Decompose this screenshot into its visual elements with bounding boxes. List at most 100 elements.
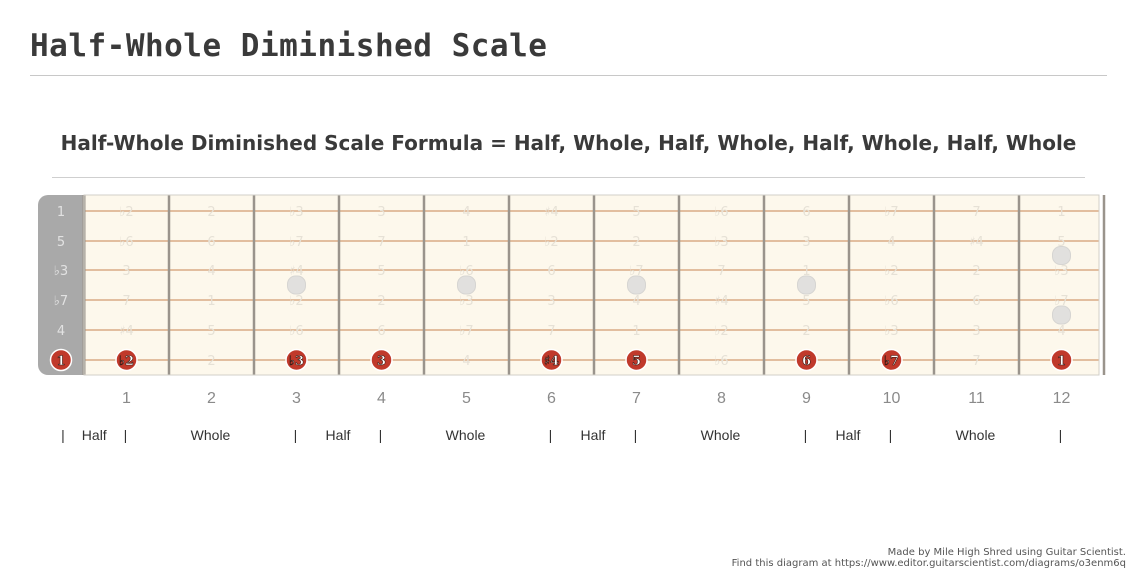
note-label: ♭2: [714, 324, 728, 339]
note-label: 4: [632, 294, 640, 309]
note-label: 3: [547, 294, 555, 309]
note-label: 5: [632, 205, 640, 220]
formula-title: Half-Whole Diminished Scale Formula = Ha…: [60, 131, 1077, 155]
note-label: ♯4: [119, 324, 134, 339]
note-label: 7: [972, 354, 980, 369]
note-label: 3: [802, 235, 810, 250]
scale-note-dot: [49, 348, 73, 372]
note-label: 3: [377, 205, 385, 220]
interval-label: Whole: [956, 427, 996, 443]
note-label: 2: [207, 205, 215, 220]
scale-note-dot: [880, 348, 903, 372]
scale-note-label: 5: [632, 354, 641, 369]
note-label: 4: [207, 264, 215, 279]
open-string-label: 5: [57, 235, 65, 250]
scale-note-dot: [540, 348, 563, 372]
scale-note-dot: [795, 348, 818, 372]
note-label: 5: [377, 264, 385, 279]
note-label: 4: [887, 235, 895, 250]
fret-inlay: [797, 275, 816, 295]
note-label: ♭6: [884, 294, 898, 309]
scale-note-dot: [285, 348, 308, 372]
note-label: 6: [207, 235, 215, 250]
interval-divider: |: [889, 427, 893, 443]
note-label: 1: [632, 324, 640, 339]
scale-note-label: 1: [1057, 354, 1066, 369]
note-label: 7: [547, 324, 555, 339]
scale-note-label: ♯4: [544, 354, 559, 369]
fret-number: 9: [802, 390, 811, 407]
note-label: 4: [462, 354, 470, 369]
open-string-label: ♭7: [54, 294, 68, 309]
note-label: 7: [122, 294, 130, 309]
note-label: ♯4: [289, 264, 304, 279]
note-label: ♭3: [459, 294, 473, 309]
note-label: ♭6: [119, 235, 133, 250]
note-label: ♭6: [459, 264, 473, 279]
fret-inlay-double: [1052, 246, 1071, 265]
note-label: 7: [377, 235, 385, 250]
note-label: 4: [1057, 324, 1065, 339]
note-label: ♯4: [714, 294, 729, 309]
scale-note-dot: [1050, 348, 1073, 372]
note-label: 5: [802, 294, 810, 309]
note-label: ♭6: [289, 324, 303, 339]
note-label: ♭2: [119, 205, 133, 220]
nut-area-edge: [58, 195, 84, 375]
interval-divider: |: [549, 427, 553, 443]
interval-divider: |: [124, 427, 128, 443]
fretboard-body: [84, 195, 1099, 375]
interval-divider: |: [804, 427, 808, 443]
fret-number: 7: [632, 390, 641, 407]
fretboard-diagram: ♭2 2 ♭3 3 4 ♯4 5 ♭6 6 ♭7 7 1 ♭6 6 ♭7 7 1 ♭2 2 ♭3 3 4 ♯4 5 3 4 ♯4 5 ♭…: [38, 194, 1106, 443]
note-label: 4: [462, 205, 470, 220]
note-label: ♭7: [884, 205, 898, 220]
interval-divider: |: [634, 427, 638, 443]
title-divider: [30, 75, 1107, 76]
footer: Made by Mile High Shred using Guitar Sci…: [732, 547, 1126, 569]
note-label: ♭3: [884, 324, 898, 339]
interval-label: Half: [326, 427, 351, 443]
note-label: 7: [972, 205, 980, 220]
fret-number: 8: [717, 390, 726, 407]
interval-label: Whole: [446, 427, 486, 443]
fret-number: 6: [547, 390, 556, 407]
note-label: 2: [802, 324, 810, 339]
note-label: ♭7: [289, 235, 303, 250]
note-label: 5: [207, 324, 215, 339]
fret-number: 4: [377, 390, 386, 407]
note-label: 3: [122, 264, 130, 279]
note-label: ♭2: [544, 235, 558, 250]
scale-note-label: 1: [56, 354, 65, 369]
note-label: 6: [547, 264, 555, 279]
note-label: 2: [632, 235, 640, 250]
note-label: 5: [1057, 235, 1065, 250]
scale-note-dot: [370, 348, 393, 372]
interval-label: Half: [82, 427, 107, 443]
fret-number: 5: [462, 390, 471, 407]
formula-divider: [52, 177, 1085, 178]
note-label: ♭2: [884, 264, 898, 279]
fret-number: 3: [292, 390, 301, 407]
scale-note-dot: [115, 348, 138, 372]
note-label: 7: [717, 264, 725, 279]
note-label: ♭2: [289, 294, 303, 309]
open-string-label: 4: [57, 324, 65, 339]
interval-label: Half: [836, 427, 861, 443]
fret-number: 1: [122, 390, 131, 407]
note-label: ♭6: [714, 354, 728, 369]
fretboard-border: [83, 194, 1100, 376]
scale-note-label: 3: [377, 354, 386, 369]
note-label: ♯4: [969, 235, 984, 250]
fret-number: 2: [207, 390, 216, 407]
note-label: 3: [972, 324, 980, 339]
fret-inlay: [627, 275, 646, 295]
fret-number: 10: [883, 390, 901, 407]
fret-number: 11: [968, 390, 985, 407]
note-label: ♭3: [714, 235, 728, 250]
note-label: 1: [207, 294, 215, 309]
note-label: 1: [462, 235, 470, 250]
scale-note-label: 6: [802, 354, 811, 369]
scale-note-label: ♭2: [119, 354, 134, 369]
footer-credit: Made by Mile High Shred using Guitar Sci…: [887, 547, 1126, 558]
